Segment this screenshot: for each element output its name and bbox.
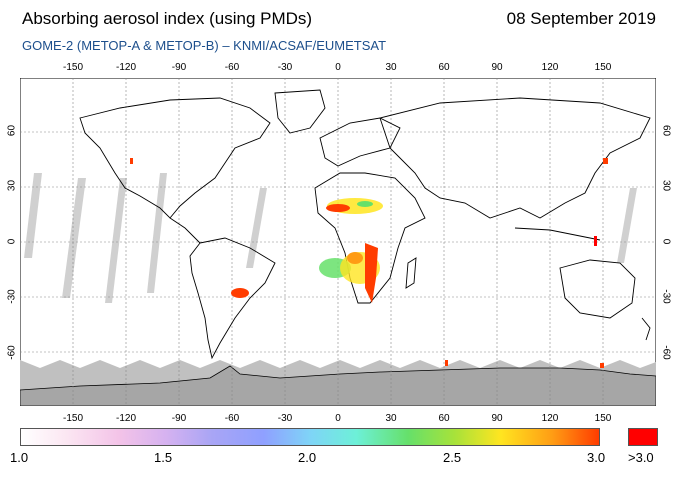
lon-tick-top: -120 xyxy=(115,62,136,73)
aerosol-spot-north-america xyxy=(130,158,133,164)
lon-tick-top: 30 xyxy=(385,62,397,73)
aerosol-spot-east-asia xyxy=(603,158,608,164)
lon-tick-top: 150 xyxy=(594,62,612,73)
no-data-swath xyxy=(147,173,167,293)
aerosol-map xyxy=(20,78,656,406)
australia xyxy=(559,259,636,319)
lat-tick-right: -60 xyxy=(660,345,672,360)
no-data-swath xyxy=(62,178,86,298)
lon-tick-bottom: -30 xyxy=(277,413,293,424)
aerosol-plume-south-america xyxy=(231,288,249,298)
new-zealand xyxy=(641,317,651,341)
aerosol-spot-southern-ocean xyxy=(600,363,604,368)
lon-tick-bottom: -150 xyxy=(62,413,83,424)
lon-tick-top: -150 xyxy=(62,62,83,73)
lon-tick-bottom: 90 xyxy=(491,413,503,424)
lon-tick-top: 60 xyxy=(438,62,450,73)
colorbar-overflow-swatch xyxy=(628,428,658,446)
colorbar-label: 1.5 xyxy=(154,450,173,465)
asia xyxy=(379,97,651,219)
coastlines xyxy=(79,89,651,360)
lon-tick-bottom: -90 xyxy=(171,413,187,424)
lat-tick-right: 60 xyxy=(660,124,672,137)
lon-tick-bottom: -120 xyxy=(115,413,136,424)
lat-tick-left: 0 xyxy=(6,238,18,245)
colorbar-label: 1.0 xyxy=(10,450,29,465)
no-data-swath xyxy=(105,178,127,303)
lat-tick-left: -60 xyxy=(6,345,18,360)
no-data-swaths xyxy=(24,173,637,303)
aerosol-colorbar xyxy=(20,428,600,446)
lon-tick-top: -90 xyxy=(171,62,187,73)
greenland xyxy=(274,89,326,134)
map-canvas xyxy=(20,78,656,406)
aerosol-plume-west-africa-edge xyxy=(357,201,373,207)
lat-tick-right: 0 xyxy=(660,238,672,245)
lon-tick-bottom: 120 xyxy=(541,413,559,424)
lon-tick-top: 90 xyxy=(491,62,503,73)
lat-tick-left: 60 xyxy=(6,124,18,137)
africa xyxy=(314,172,426,304)
aerosol-plume-angola xyxy=(347,252,363,264)
colorbar-label: 3.0 xyxy=(587,450,606,465)
lat-tick-right: -30 xyxy=(660,289,672,304)
aerosol-spot-indonesia xyxy=(594,236,597,246)
lon-tick-bottom: 60 xyxy=(438,413,450,424)
lat-tick-right: 30 xyxy=(660,179,672,192)
no-data-swath xyxy=(246,188,267,268)
indonesia xyxy=(514,227,601,241)
central-america xyxy=(169,217,201,244)
aerosol-plume-namibia-coast xyxy=(365,243,378,303)
aerosol-plume-west-africa-core xyxy=(326,204,350,212)
south-america xyxy=(189,237,276,360)
lon-tick-top: 0 xyxy=(335,62,341,73)
lon-tick-top: 120 xyxy=(541,62,559,73)
map-date: 08 September 2019 xyxy=(506,9,656,28)
lon-tick-bottom: -60 xyxy=(224,413,240,424)
lat-tick-left: -30 xyxy=(6,289,18,304)
graticule xyxy=(20,78,656,406)
aerosol-spot-southern-ocean xyxy=(445,360,448,366)
aerosol-plumes xyxy=(130,158,608,368)
lat-tick-left: 30 xyxy=(6,179,18,192)
no-data-swath xyxy=(617,188,637,263)
lon-tick-bottom: 150 xyxy=(594,413,612,424)
map-title: Absorbing aerosol index (using PMDs) xyxy=(22,9,313,28)
lon-tick-top: -60 xyxy=(224,62,240,73)
map-subtitle: GOME-2 (METOP-A & METOP-B) – KNMI/ACSAF/… xyxy=(22,38,387,53)
lon-tick-bottom: 30 xyxy=(385,413,397,424)
lon-tick-bottom: 0 xyxy=(335,413,341,424)
colorbar-label: 2.5 xyxy=(443,450,462,465)
lon-tick-top: -30 xyxy=(277,62,293,73)
north-america xyxy=(79,97,271,219)
colorbar-label: >3.0 xyxy=(628,450,654,465)
no-data-swath xyxy=(24,173,42,258)
madagascar xyxy=(405,257,417,289)
colorbar-label: 2.0 xyxy=(298,450,317,465)
